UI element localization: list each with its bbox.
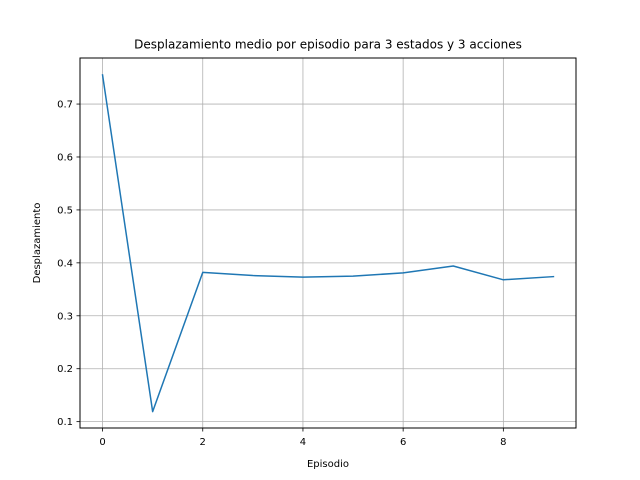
series-line (101, 74, 555, 413)
x-tick-label: 4 (300, 437, 306, 448)
y-tick-label: 0.5 (57, 205, 73, 216)
y-axis-title: Desplazamiento (32, 203, 43, 284)
axes-frame (79, 57, 577, 429)
y-tick-label: 0.6 (57, 152, 73, 163)
data-series (101, 74, 555, 413)
axis-ticks: 0 2 4 6 8 0.1 0.2 0.3 0.4 0.5 0.6 0.7 (57, 100, 506, 448)
x-tick-label: 0 (99, 437, 105, 448)
chart-title: Desplazamiento medio por episodio para 3… (134, 38, 522, 52)
y-tick-label: 0.4 (57, 258, 73, 269)
y-tick-label: 0.2 (57, 364, 73, 375)
x-tick-label: 2 (200, 437, 206, 448)
y-tick-label: 0.1 (57, 417, 73, 428)
y-tick-label: 0.7 (57, 100, 73, 111)
y-tick-label: 0.3 (57, 311, 73, 322)
grid-lines (80, 58, 576, 428)
x-axis-title: Episodio (307, 459, 349, 470)
x-tick-label: 6 (400, 437, 406, 448)
x-tick-label: 8 (500, 437, 506, 448)
